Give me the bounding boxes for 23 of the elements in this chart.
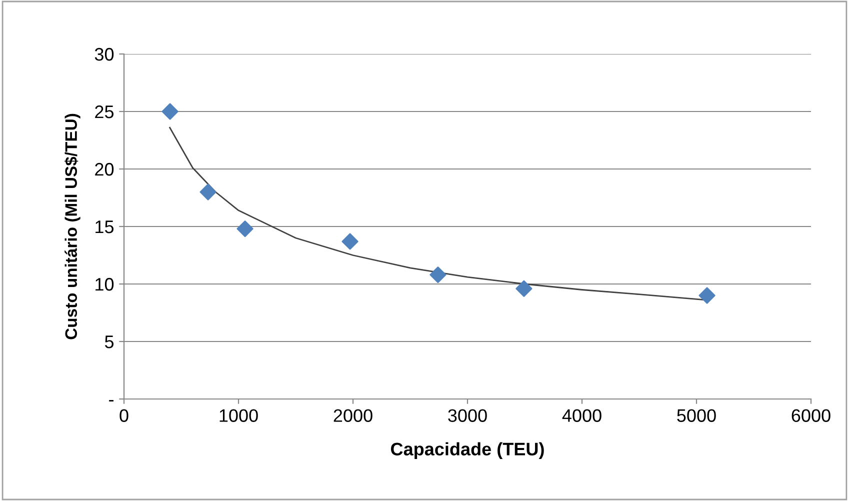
y-tick-label: 10: [96, 278, 114, 291]
x-tick-label: 5000: [677, 409, 716, 422]
y-tick-label: 25: [95, 105, 114, 118]
point: [162, 103, 178, 120]
y-axis-title: Custo unitário (Mil US$/TEU): [64, 114, 80, 340]
point: [430, 266, 446, 284]
point: [516, 280, 532, 297]
x-axis-title: Capacidade (TEU): [390, 442, 544, 460]
point: [698, 287, 716, 304]
y-tick-label: 5: [104, 336, 114, 348]
x-tick-label: 2000: [334, 409, 372, 422]
x-tick-label: 1000: [220, 409, 258, 422]
y-tick-label: 15: [96, 220, 114, 234]
x-tick-label: 0: [120, 409, 128, 422]
y-tick-label: 20: [95, 162, 114, 176]
point: [342, 233, 358, 250]
point: [200, 184, 216, 200]
point: [236, 220, 254, 238]
x-tick-label: 4000: [562, 409, 602, 422]
x-tick-label: 6000: [792, 409, 830, 422]
x-tick-label: 3000: [448, 409, 487, 422]
y-tick-label: 30: [94, 48, 114, 61]
y-tick-label: -: [109, 400, 114, 402]
